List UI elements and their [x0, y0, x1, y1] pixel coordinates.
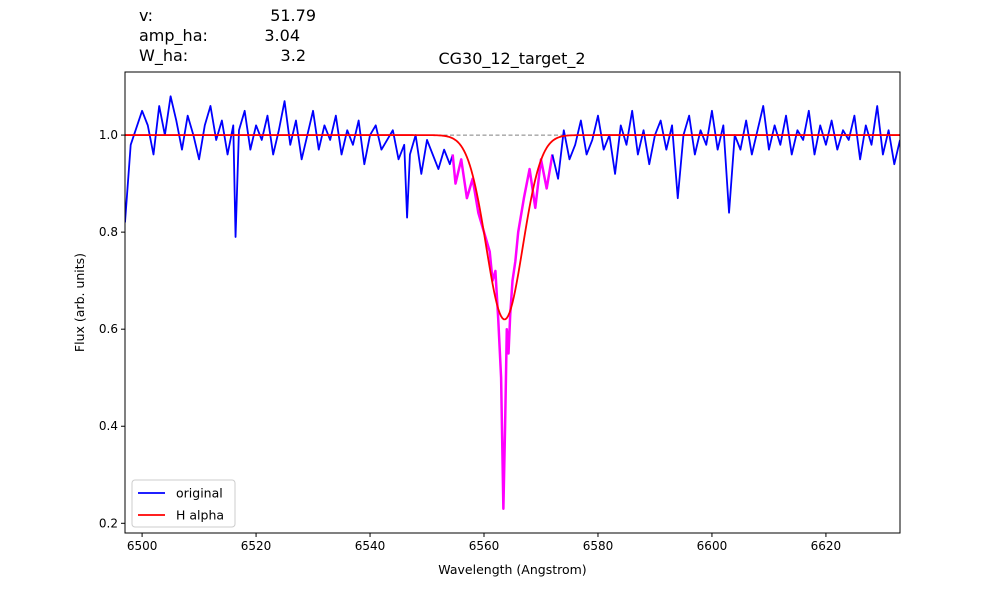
y-tick-label: 0.8: [99, 225, 118, 239]
y-tick-label: 0.4: [99, 419, 118, 433]
x-tick-label: 6580: [583, 539, 614, 553]
param-value: 3.04: [264, 26, 300, 45]
x-axis-label: Wavelength (Angstrom): [438, 562, 586, 577]
param-value: 3.2: [281, 46, 306, 65]
x-tick-label: 6500: [127, 539, 158, 553]
x-tick-label: 6540: [355, 539, 386, 553]
param-label: amp_ha:: [139, 26, 208, 46]
param-value: 51.79: [270, 6, 316, 25]
y-tick-label: 0.2: [99, 516, 118, 530]
chart-title: CG30_12_target_2: [438, 49, 585, 69]
y-tick-label: 0.6: [99, 322, 118, 336]
param-label: W_ha:: [139, 46, 188, 66]
plot-area: [125, 95, 900, 510]
series-h-alpha: [125, 134, 900, 321]
param-label: v:: [139, 6, 153, 25]
axes-frame: [124, 71, 901, 534]
legend: original H alpha: [131, 479, 236, 528]
legend-label: original: [176, 486, 223, 501]
y-tick-label: 1.0: [99, 128, 118, 142]
x-tick-label: 6560: [469, 539, 500, 553]
series-original: [125, 95, 454, 238]
x-tick-label: 6600: [697, 539, 728, 553]
series-segment-2: [551, 105, 900, 214]
series-segment-1: [451, 154, 554, 510]
y-axis-label: Flux (arb. units): [72, 253, 87, 352]
legend-label: H alpha: [176, 508, 224, 523]
x-tick-label: 6520: [241, 539, 272, 553]
x-tick-label: 6620: [811, 539, 842, 553]
